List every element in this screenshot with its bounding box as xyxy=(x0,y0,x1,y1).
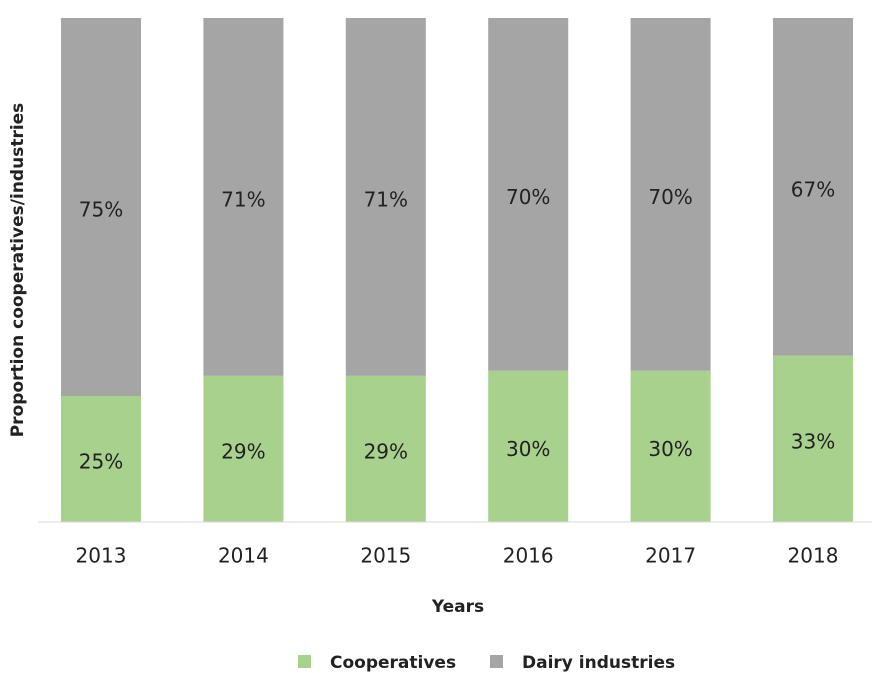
value-label: 33% xyxy=(791,429,835,453)
value-label: 75% xyxy=(79,198,123,222)
value-label: 67% xyxy=(791,177,835,201)
bar-segment xyxy=(630,370,711,522)
bar-segment xyxy=(61,18,141,396)
legend-label: Cooperatives xyxy=(330,653,456,673)
bar-segment xyxy=(488,18,569,371)
value-label: 30% xyxy=(506,437,550,461)
x-tick-label: 2018 xyxy=(788,544,839,568)
value-label: 29% xyxy=(221,439,265,463)
x-axis-title: Years xyxy=(431,597,484,617)
x-tick-label: 2016 xyxy=(503,544,554,568)
bar-segment xyxy=(773,355,853,522)
x-tick-label: 2015 xyxy=(360,544,411,568)
bar-segment xyxy=(345,375,426,522)
x-tick-label: 2013 xyxy=(76,544,127,568)
legend-swatch xyxy=(298,655,311,668)
bar-segment xyxy=(630,18,711,371)
bar-segment xyxy=(203,18,284,376)
legend-label: Dairy industries xyxy=(522,653,675,673)
bar-segment xyxy=(488,370,569,522)
value-label: 71% xyxy=(364,187,408,211)
y-axis-title: Proportion cooperatives/industries xyxy=(8,103,28,438)
value-label: 70% xyxy=(506,185,550,209)
x-tick-label: 2017 xyxy=(645,544,696,568)
bar-segment xyxy=(203,375,284,522)
value-label: 25% xyxy=(79,450,123,474)
bar-segment xyxy=(773,18,853,356)
x-tick-label: 2014 xyxy=(218,544,269,568)
value-label: 71% xyxy=(221,187,265,211)
value-label: 30% xyxy=(648,437,692,461)
bar-segment xyxy=(345,18,426,376)
value-label: 29% xyxy=(364,439,408,463)
legend-swatch xyxy=(490,655,503,668)
value-label: 70% xyxy=(648,185,692,209)
bar-segment xyxy=(61,396,141,522)
